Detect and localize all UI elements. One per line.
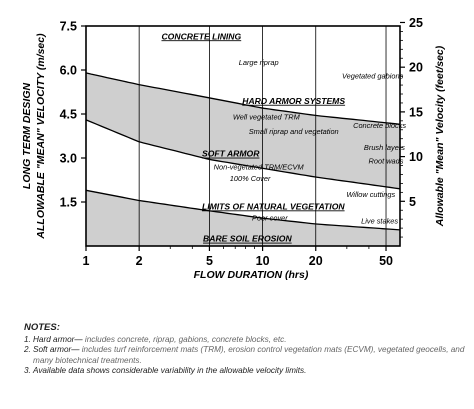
note-item-1: 1. Hard armor— includes concrete, riprap… — [24, 335, 470, 346]
y-left-tick-label: 1.5 — [60, 196, 77, 210]
y-left-tick-label: 4.5 — [60, 108, 77, 122]
zone-label: CONCRETE LINING — [161, 31, 241, 41]
notes-block: NOTES: 1. Hard armor— includes concrete,… — [24, 322, 470, 377]
y-left-tick-label: 3.0 — [60, 152, 77, 166]
annotation: Brush layers — [364, 143, 405, 152]
annotation: Willow cuttings — [346, 190, 395, 199]
note-term: Soft armor— — [33, 345, 80, 355]
annotation: Concrete blocks — [353, 121, 406, 130]
band-boundary-3 — [85, 189, 401, 231]
annotation: Large riprap — [239, 58, 279, 67]
annotation: Vegetated gabions — [342, 71, 404, 80]
y-axis-label-right: Allowable "Mean" Velocity (feet/sec) — [434, 45, 446, 227]
y-right-tick-label: 20 — [409, 61, 423, 75]
x-tick-label: 2 — [136, 254, 143, 268]
note-text: includes concrete, riprap, gabions, conc… — [84, 334, 287, 344]
x-tick-label: 20 — [309, 254, 323, 268]
annotation: Well vegetated TRM — [233, 112, 301, 121]
annotation: Poor cover — [252, 214, 288, 223]
x-tick-label: 10 — [256, 254, 270, 268]
band-boundary-2 — [85, 119, 401, 190]
note-number: 1. — [24, 334, 31, 344]
zone-label: SOFT ARMOR — [202, 149, 260, 159]
chart-gridlines — [138, 26, 387, 246]
band-hard-armor — [86, 72, 400, 189]
annotation: 100% Cover — [230, 174, 271, 183]
note-text: Available data shows considerable variab… — [33, 366, 307, 376]
annotation: Non-vegetated TRM/ECVM — [214, 162, 305, 171]
x-tick-label: 1 — [83, 254, 90, 268]
y-left-tick-label: 7.5 — [60, 20, 77, 34]
band-boundary-1 — [85, 72, 401, 125]
chart-annotations: Large riprap Vegetated gabions Well vegeta… — [214, 58, 407, 225]
y-right-tick-label: 5 — [409, 195, 416, 209]
annotation: Small riprap and vegetation — [249, 127, 339, 136]
note-number: 3. — [24, 366, 31, 376]
y-right-tick-label: 10 — [409, 150, 423, 164]
band-soft-armor — [86, 119, 400, 230]
note-text: includes turf reinforcement mats (TRM), … — [33, 345, 465, 365]
annotation: Live stakes — [361, 217, 398, 226]
note-item-2: 2. Soft armor— includes turf reinforceme… — [24, 345, 470, 366]
zone-labels: CONCRETE LINING HARD ARMOR SYSTEMS SOFT AR… — [161, 31, 345, 243]
zone-label: HARD ARMOR SYSTEMS — [242, 96, 345, 106]
y-axis-label-left-line2: ALLOWABLE "MEAN" VELOCITY (m/sec) — [35, 33, 47, 240]
y-axis-label-left-line1: LONG TERM DESIGN — [21, 82, 33, 189]
note-item-3: 3. Available data shows considerable var… — [24, 366, 470, 377]
chart-bands — [85, 72, 401, 246]
notes-title: NOTES: — [24, 322, 60, 333]
y-right-tick-label: 15 — [409, 105, 423, 119]
x-tick-label: 5 — [206, 254, 213, 268]
x-axis-label: FLOW DURATION (hrs) — [194, 269, 309, 281]
note-number: 2. — [24, 345, 31, 355]
x-tick-label: 50 — [379, 254, 393, 268]
y-left-tick-label: 6.0 — [60, 64, 77, 78]
plot-frame — [85, 25, 401, 247]
annotation: Root wads — [369, 156, 404, 165]
zone-label: LIMITS OF NATURAL VEGETATION — [202, 201, 345, 211]
y-right-tick-label: 25 — [409, 16, 423, 30]
axis-labels: FLOW DURATION (hrs) LONG TERM DESIGN ALLOW… — [21, 33, 446, 281]
note-term: Hard armor— — [33, 334, 83, 344]
zone-label: BARE SOIL EROSION — [203, 234, 292, 244]
